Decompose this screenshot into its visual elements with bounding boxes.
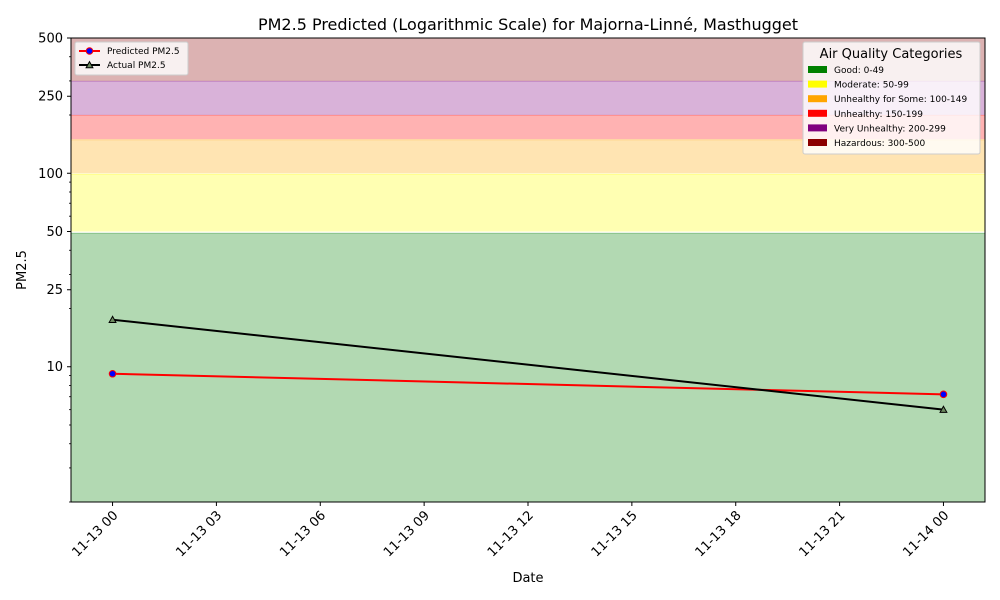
legend-label-0: Predicted PM2.5 (107, 47, 180, 57)
series-1-point-0 (108, 315, 117, 323)
series-0-point-1 (939, 390, 948, 399)
x-tick-label: 11-13 12 (485, 508, 537, 560)
legend-category-label-3: Unhealthy: 150-199 (834, 110, 923, 120)
legend-swatch-5 (808, 139, 827, 146)
chart-title: PM2.5 Predicted (Logarithmic Scale) for … (258, 15, 798, 34)
aqi-band-0 (71, 233, 985, 502)
legend-category-label-1: Moderate: 50-99 (834, 81, 909, 91)
legend-marker-0 (85, 47, 94, 55)
x-axis-ticks: 11-13 00 11-13 03 11-13 06 11-13 09 11-13 12… (69, 502, 952, 560)
y-tick-label: 500 (38, 32, 63, 47)
legend-category-label-0: Good: 0-49 (834, 66, 884, 76)
x-tick-label: 11-13 18 (693, 508, 745, 560)
series-legend: Predicted PM2.5 Actual PM2.5 (74, 41, 189, 76)
series-lines (108, 315, 948, 413)
y-tick-label: 50 (46, 225, 63, 240)
x-tick-label: 11-13 21 (796, 508, 848, 560)
aqi-band-1 (71, 174, 985, 232)
legend-swatch-3 (808, 109, 827, 117)
x-tick-label: 11-13 03 (173, 508, 225, 560)
x-tick-label: 11-13 06 (277, 508, 329, 560)
series-line-1 (112, 318, 944, 411)
y-tick-label: 25 (46, 283, 63, 298)
y-axis-ticks: 10 25 50 100 250 500 (38, 32, 71, 375)
categories-legend-box (802, 41, 981, 155)
y-tick-label: 100 (38, 167, 63, 182)
legend-swatch-4 (808, 124, 827, 132)
y-tick-label: 250 (38, 90, 63, 105)
series-legend-box (74, 41, 189, 76)
categories-legend-title: Air Quality Categories (820, 47, 963, 62)
x-tick-label: 11-14 00 (900, 508, 952, 560)
legend-swatch-0 (808, 66, 827, 73)
aqi-band-3 (71, 115, 985, 140)
x-tick-label: 11-13 09 (381, 508, 433, 560)
x-tick-label: 11-13 00 (69, 508, 121, 560)
x-tick-label: 11-13 15 (589, 508, 641, 560)
legend-category-label-5: Hazardous: 300-500 (834, 139, 925, 149)
y-axis-title: PM2.5 (15, 250, 30, 290)
series-line-0 (112, 372, 944, 396)
categories-legend: Air Quality Categories Good: 0-49 Moderate… (802, 41, 981, 155)
legend-category-label-2: Unhealthy for Some: 100-149 (834, 95, 967, 105)
legend-label-1: Actual PM2.5 (107, 61, 166, 71)
series-0-point-0 (108, 369, 117, 378)
x-axis-title: Date (512, 571, 543, 586)
series-1-point-1 (939, 405, 948, 413)
legend-marker-1 (85, 60, 94, 69)
legend-category-label-4: Very Unhealthy: 200-299 (834, 124, 946, 134)
legend-swatch-2 (808, 95, 827, 103)
y-tick-label: 10 (46, 360, 63, 375)
legend-swatch-1 (808, 80, 827, 88)
